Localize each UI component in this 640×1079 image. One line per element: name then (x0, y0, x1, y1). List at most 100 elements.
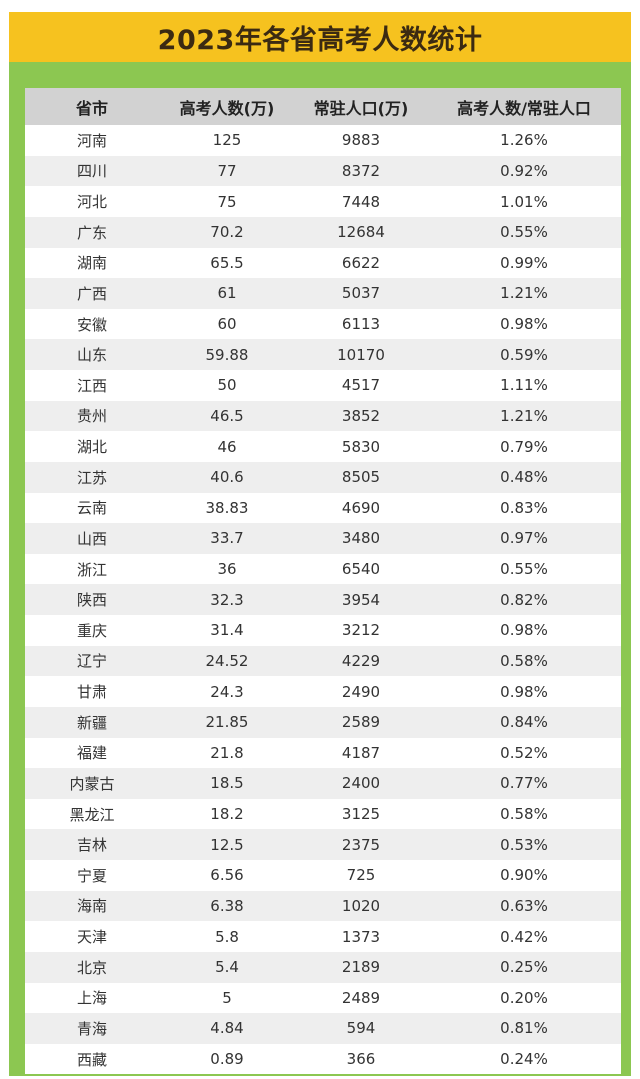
table-row: 新疆 21.85 2589 0.84% (25, 706, 621, 738)
cell-population: 9883 (341, 131, 381, 150)
cell-ratio: 0.25% (500, 958, 548, 977)
cell-population: 10170 (337, 345, 385, 364)
title-bar: 2023年各省高考人数统计 (9, 12, 631, 62)
cell-ratio: 0.58% (500, 651, 548, 670)
cell-exam-takers: 18.5 (210, 774, 244, 793)
cell-population: 3212 (341, 621, 381, 640)
cell-province: 河南 (76, 131, 107, 150)
table-row: 河北 75 7448 1.01% (25, 186, 621, 217)
header-exam-takers: 高考人数(万) (179, 98, 275, 118)
cell-province: 内蒙古 (69, 774, 115, 793)
cell-population: 366 (346, 1050, 376, 1069)
cell-exam-takers: 50 (217, 376, 237, 395)
cell-ratio: 0.53% (500, 835, 548, 854)
cell-exam-takers: 6.38 (210, 896, 244, 915)
table-row: 西藏 0.89 366 0.24% (25, 1044, 621, 1075)
table-row: 山东 59.88 10170 0.59% (25, 339, 621, 370)
cell-province: 天津 (76, 928, 107, 947)
cell-ratio: 0.99% (500, 253, 548, 272)
table-row: 天津 5.8 1373 0.42% (25, 921, 621, 952)
table-row: 安徽 60 6113 0.98% (25, 309, 621, 340)
cell-province: 宁夏 (76, 866, 107, 885)
cell-exam-takers: 4.84 (210, 1019, 244, 1038)
cell-population: 6622 (341, 253, 381, 272)
cell-province: 辽宁 (76, 652, 107, 671)
cell-ratio: 0.98% (500, 682, 548, 701)
cell-province: 陕西 (76, 591, 107, 610)
table-row: 四川 77 8372 0.92% (25, 155, 621, 187)
cell-exam-takers: 65.5 (210, 253, 244, 272)
table-row: 重庆 31.4 3212 0.98% (25, 615, 621, 646)
header-province: 省市 (75, 98, 108, 118)
cell-province: 四川 (76, 162, 107, 181)
cell-population: 8505 (341, 468, 381, 487)
table-row: 甘肃 24.3 2490 0.98% (25, 676, 621, 707)
stats-table: 省市 高考人数(万) 常驻人口(万) 高考人数/常驻人口 河南 125 9883 1.… (25, 88, 621, 1075)
table-row: 福建 21.8 4187 0.52% (25, 738, 621, 769)
cell-province: 上海 (76, 989, 107, 1008)
cell-province: 福建 (76, 744, 107, 763)
cell-population: 1373 (341, 927, 381, 946)
cell-exam-takers: 32.3 (210, 590, 244, 609)
cell-province: 湖南 (76, 254, 107, 273)
table-row: 黑龙江 18.2 3125 0.58% (25, 799, 621, 830)
cell-province: 重庆 (76, 621, 107, 640)
table-header-row: 省市 高考人数(万) 常驻人口(万) 高考人数/常驻人口 (25, 88, 621, 125)
cell-province: 黑龙江 (69, 805, 115, 824)
cell-exam-takers: 31.4 (210, 621, 244, 640)
cell-exam-takers: 40.6 (210, 468, 244, 487)
cell-exam-takers: 125 (212, 131, 242, 150)
table-row: 浙江 36 6540 0.55% (25, 554, 621, 585)
cell-population: 2490 (341, 682, 381, 701)
cell-exam-takers: 75 (217, 192, 237, 211)
cell-population: 4187 (341, 743, 381, 762)
cell-exam-takers: 33.7 (210, 529, 244, 548)
cell-exam-takers: 0.89 (210, 1050, 244, 1069)
cell-exam-takers: 70.2 (210, 223, 244, 242)
cell-population: 3954 (341, 590, 381, 609)
cell-ratio: 0.92% (500, 161, 548, 180)
header-ratio: 高考人数/常驻人口 (457, 98, 591, 118)
cell-population: 3480 (341, 529, 381, 548)
cell-exam-takers: 38.83 (205, 498, 249, 517)
cell-ratio: 0.42% (500, 927, 548, 946)
cell-exam-takers: 6.56 (210, 866, 244, 885)
cell-ratio: 1.01% (500, 192, 548, 211)
cell-ratio: 1.26% (500, 131, 548, 150)
cell-exam-takers: 5.4 (215, 958, 239, 977)
cell-province: 广东 (76, 223, 107, 242)
table-row: 山西 33.7 3480 0.97% (25, 523, 621, 554)
cell-province: 河北 (76, 193, 107, 212)
cell-exam-takers: 21.85 (205, 713, 249, 732)
cell-province: 浙江 (76, 560, 107, 579)
cell-ratio: 0.83% (500, 498, 548, 517)
cell-province: 广西 (76, 284, 107, 303)
cell-province: 新疆 (76, 713, 107, 732)
cell-population: 2189 (341, 958, 381, 977)
cell-exam-takers: 60 (217, 315, 237, 334)
poster-frame: 2023年各省高考人数统计 省市 高考人数(万) 常驻人口(万) 高考人数/常驻… (9, 12, 631, 1076)
cell-exam-takers: 24.52 (205, 651, 249, 670)
cell-population: 6113 (341, 315, 381, 334)
cell-ratio: 1.21% (500, 406, 548, 425)
cell-population: 3852 (341, 406, 381, 425)
cell-exam-takers: 5.8 (215, 927, 239, 946)
cell-exam-takers: 5 (222, 988, 232, 1007)
cell-ratio: 0.48% (500, 468, 548, 487)
table-row: 陕西 32.3 3954 0.82% (25, 584, 621, 615)
cell-ratio: 0.98% (500, 621, 548, 640)
cell-province: 北京 (76, 958, 107, 977)
cell-province: 安徽 (76, 315, 107, 334)
cell-population: 2589 (341, 713, 381, 732)
cell-exam-takers: 46.5 (210, 406, 244, 425)
cell-exam-takers: 77 (217, 161, 237, 180)
cell-exam-takers: 24.3 (210, 682, 244, 701)
cell-population: 4517 (341, 376, 381, 395)
table-row: 宁夏 6.56 725 0.90% (25, 860, 621, 891)
cell-province: 云南 (76, 499, 107, 518)
cell-province: 吉林 (76, 836, 107, 855)
cell-exam-takers: 36 (217, 560, 237, 579)
table-row: 江西 50 4517 1.11% (25, 370, 621, 401)
cell-ratio: 0.97% (500, 529, 548, 548)
header-population: 常驻人口(万) (313, 98, 409, 118)
